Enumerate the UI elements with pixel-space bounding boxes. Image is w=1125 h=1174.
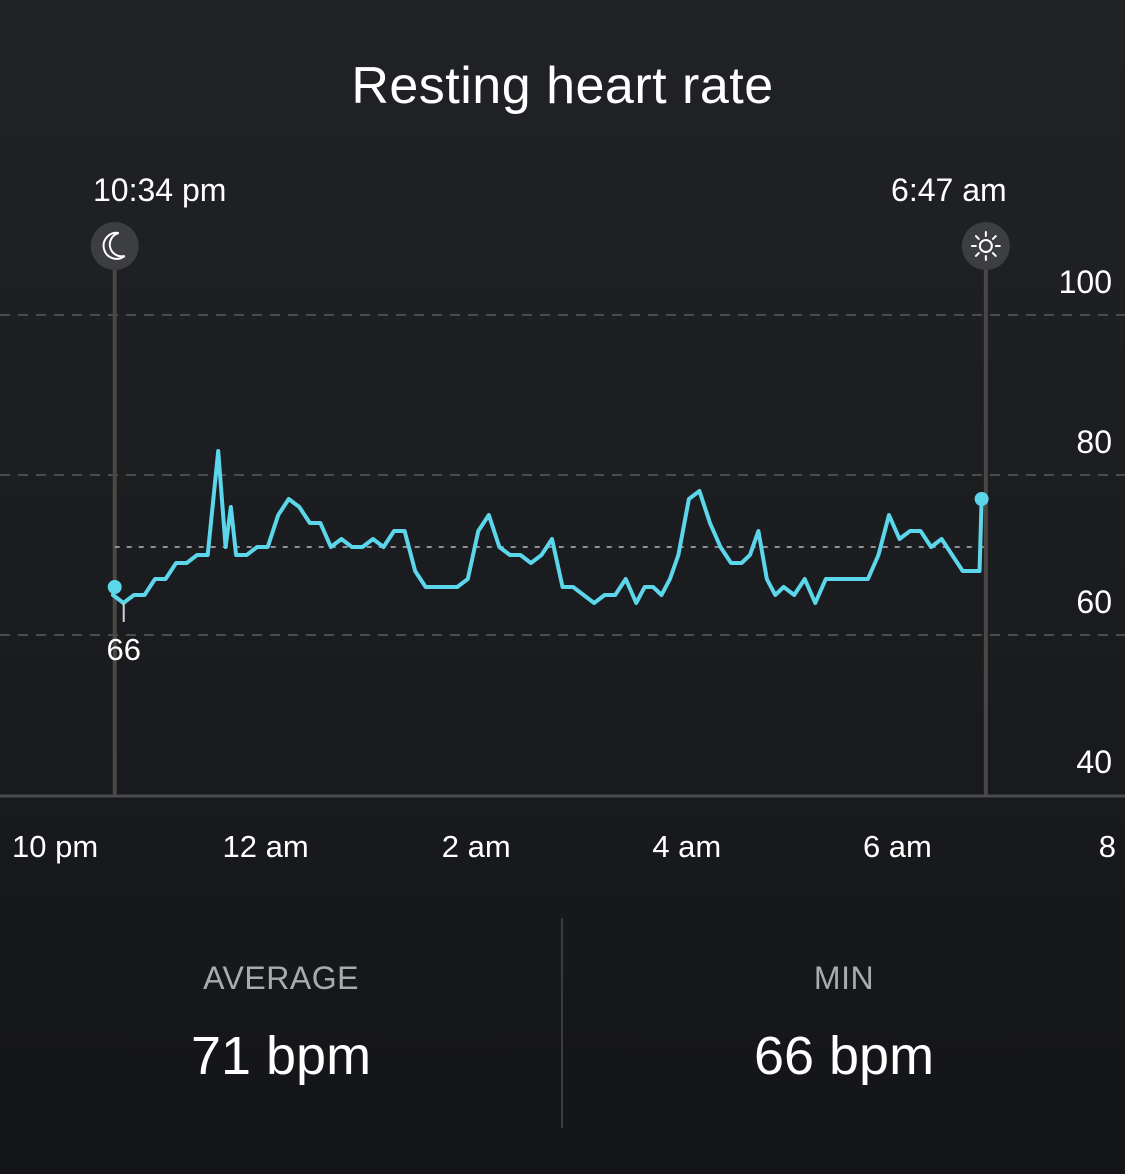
x-tick-label: 6 am [863,829,932,864]
series-end-point [974,492,989,506]
sun-ray [991,252,997,257]
x-tick-label: 2 am [442,829,511,864]
sun-ray [974,252,980,257]
average-value: 71 bpm [190,1026,372,1086]
series-start-point [107,580,122,594]
sun-ray [974,235,980,240]
page-title: Resting heart rate [351,57,774,115]
y-tick-label: 80 [1076,424,1112,460]
sleep-end-time: 6:47 am [891,172,1007,208]
average-label: AVERAGE [203,960,359,996]
y-tick-label: 100 [1059,264,1112,300]
min-label: MIN [813,960,875,996]
sun-icon-bg [961,222,1010,270]
average-stat: AVERAGE 71 bpm [0,960,562,1087]
sleep-start-time: 10:34 pm [93,172,226,208]
min-stat: MIN 66 bpm [563,960,1125,1087]
x-tick-label: 4 am [652,829,721,864]
sun-icon [978,239,993,253]
start-value-label: 66 [106,632,140,667]
sun-ray [991,235,997,240]
moon-icon [102,231,126,260]
x-tick-label: 12 am [223,829,309,864]
y-tick-label: 60 [1076,584,1112,620]
heart-rate-series-line [110,449,984,605]
stats-divider [561,918,563,1128]
x-tick-label: 10 pm [12,829,98,864]
resting-heart-rate-chart: 10:34 pm 6:47 am 100 80 60 40 10 pm 12 am 2 am 4 … [0,172,1125,864]
y-tick-label: 40 [1076,744,1112,780]
x-tick-label: 8 [1099,829,1116,864]
min-value: 66 bpm [753,1026,935,1086]
moon-icon-bg [90,222,139,270]
